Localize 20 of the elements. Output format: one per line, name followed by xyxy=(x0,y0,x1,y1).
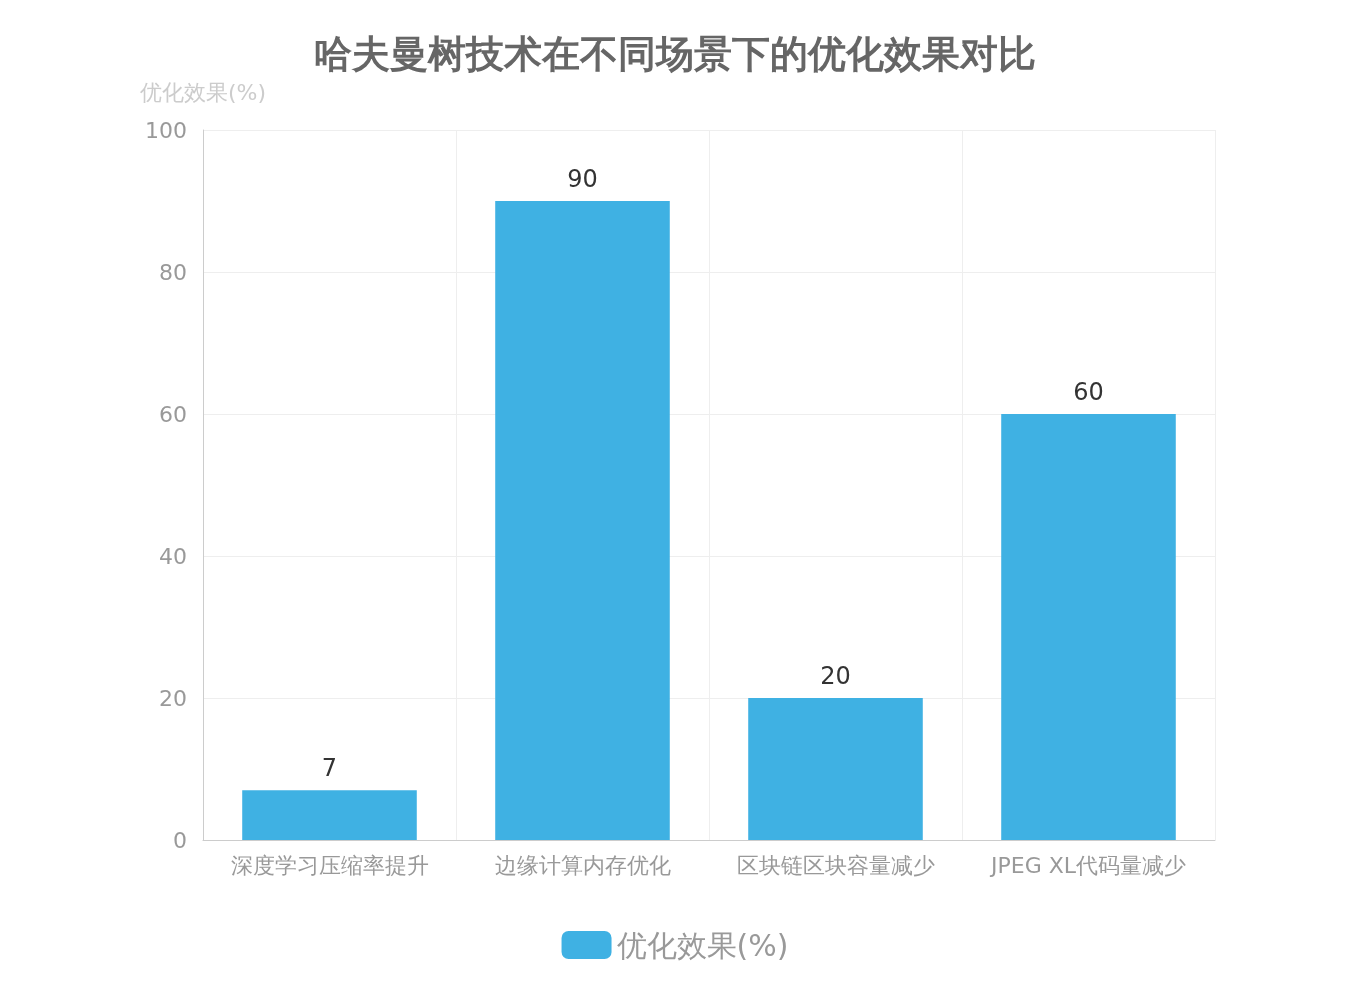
bar xyxy=(495,201,670,840)
data-label: 20 xyxy=(820,662,851,690)
y-tick-label: 100 xyxy=(145,117,187,143)
data-label: 7 xyxy=(321,754,338,783)
chart-title: 哈夫曼树技术在不同场景下的优化效果对比 xyxy=(314,32,1036,76)
y-tick-label: 0 xyxy=(173,827,187,853)
x-tick-label: JPEG XL代码量减少 xyxy=(988,852,1187,878)
bar xyxy=(1001,414,1176,840)
y-tick-label: 20 xyxy=(159,685,187,711)
x-tick-label: 区块链区块容量减少 xyxy=(736,852,935,878)
y-tick-label: 60 xyxy=(159,401,187,427)
x-tick-label: 深度学习压缩率提升 xyxy=(230,852,429,878)
data-label: 90 xyxy=(567,165,598,193)
y-tick-label: 80 xyxy=(159,259,187,285)
legend-label: 优化效果(%) xyxy=(616,927,789,963)
y-tick-label: 40 xyxy=(159,543,187,569)
bar xyxy=(242,790,417,840)
x-tick-label: 边缘计算内存优化 xyxy=(494,852,671,878)
data-label: 60 xyxy=(1073,378,1104,406)
bar xyxy=(748,698,923,840)
